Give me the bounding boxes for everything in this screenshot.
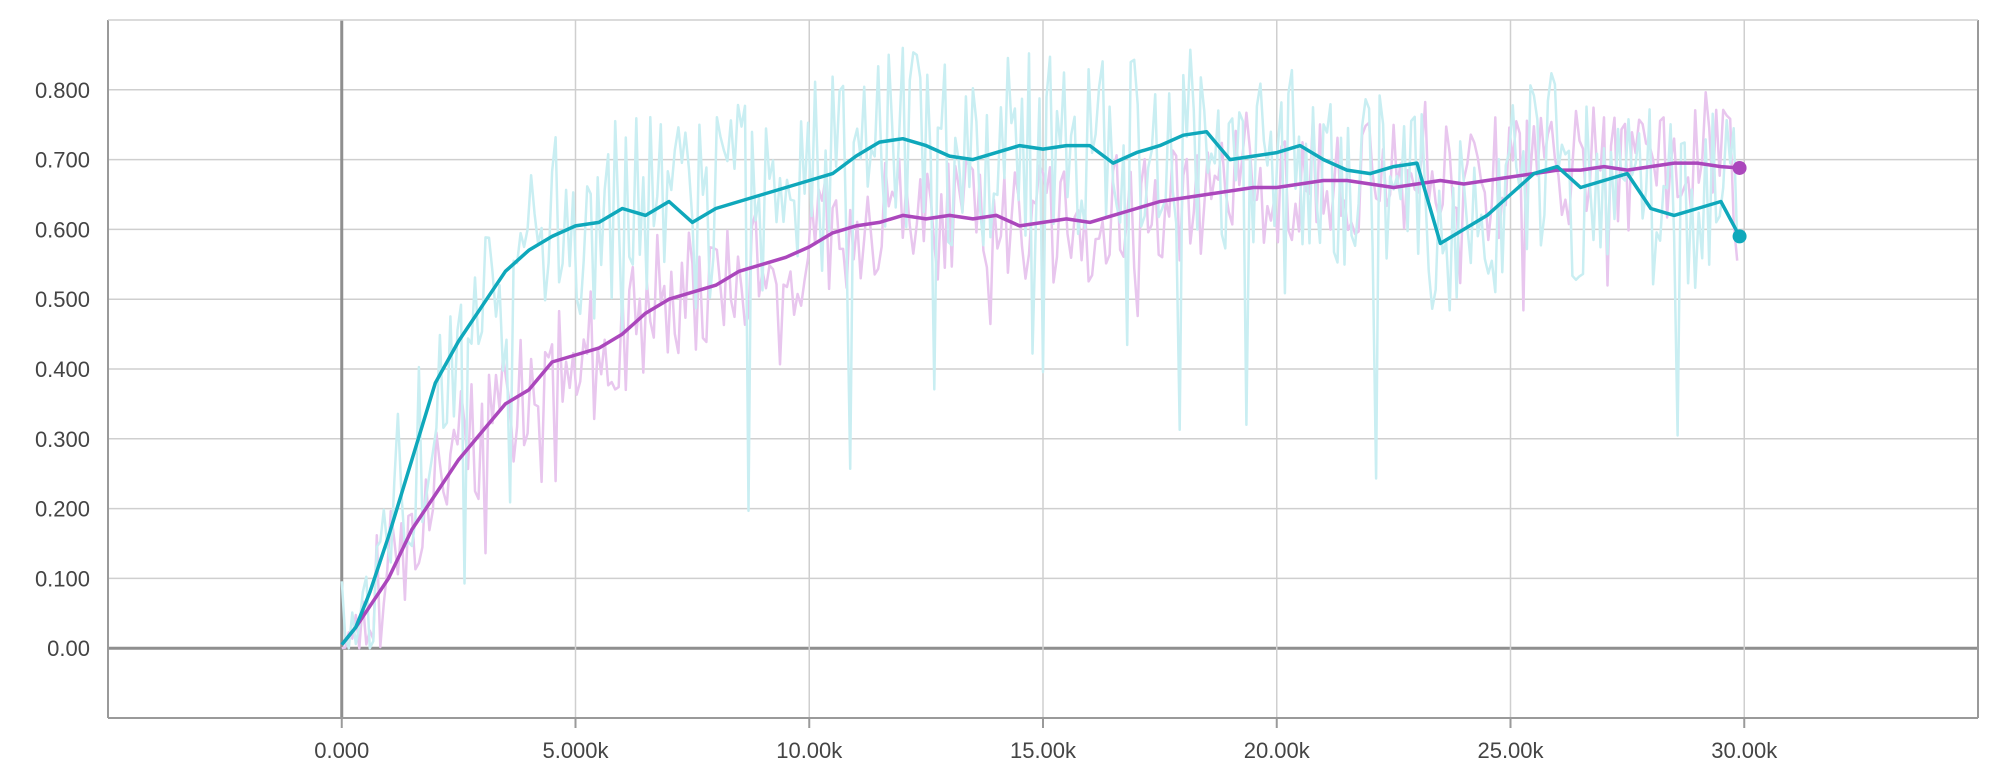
x-tick-label: 10.00k	[776, 738, 843, 763]
x-tick-label: 30.00k	[1711, 738, 1778, 763]
y-tick-label: 0.700	[35, 148, 90, 173]
y-tick-label: 0.400	[35, 357, 90, 382]
y-tick-label: 0.500	[35, 287, 90, 312]
x-tick-label: 5.000k	[542, 738, 609, 763]
y-tick-label: 0.00	[47, 636, 90, 661]
x-tick-label: 15.00k	[1010, 738, 1077, 763]
smoothed-series-line	[340, 161, 1740, 646]
series-end-marker	[1732, 229, 1747, 244]
y-tick-label: 0.300	[35, 427, 90, 452]
y-tick-label: 0.800	[35, 78, 90, 103]
series-end-marker	[1732, 160, 1747, 175]
tick-label-layer: 0.00 0.100 0.200 0.300 0.400 0.500 0.600 0.700 0…	[35, 78, 1778, 763]
x-tick-label: 25.00k	[1477, 738, 1544, 763]
y-tick-label: 0.600	[35, 217, 90, 242]
y-tick-label: 0.100	[35, 566, 90, 591]
x-tick-label: 0.000	[314, 738, 369, 763]
raw-series-layer	[340, 46, 1739, 650]
x-tick-label: 20.00k	[1244, 738, 1311, 763]
axes-layer	[107, 19, 1979, 728]
y-tick-label: 0.200	[35, 497, 90, 522]
smoothed-series-layer	[340, 129, 1747, 646]
smoothed-series-line	[340, 129, 1742, 646]
